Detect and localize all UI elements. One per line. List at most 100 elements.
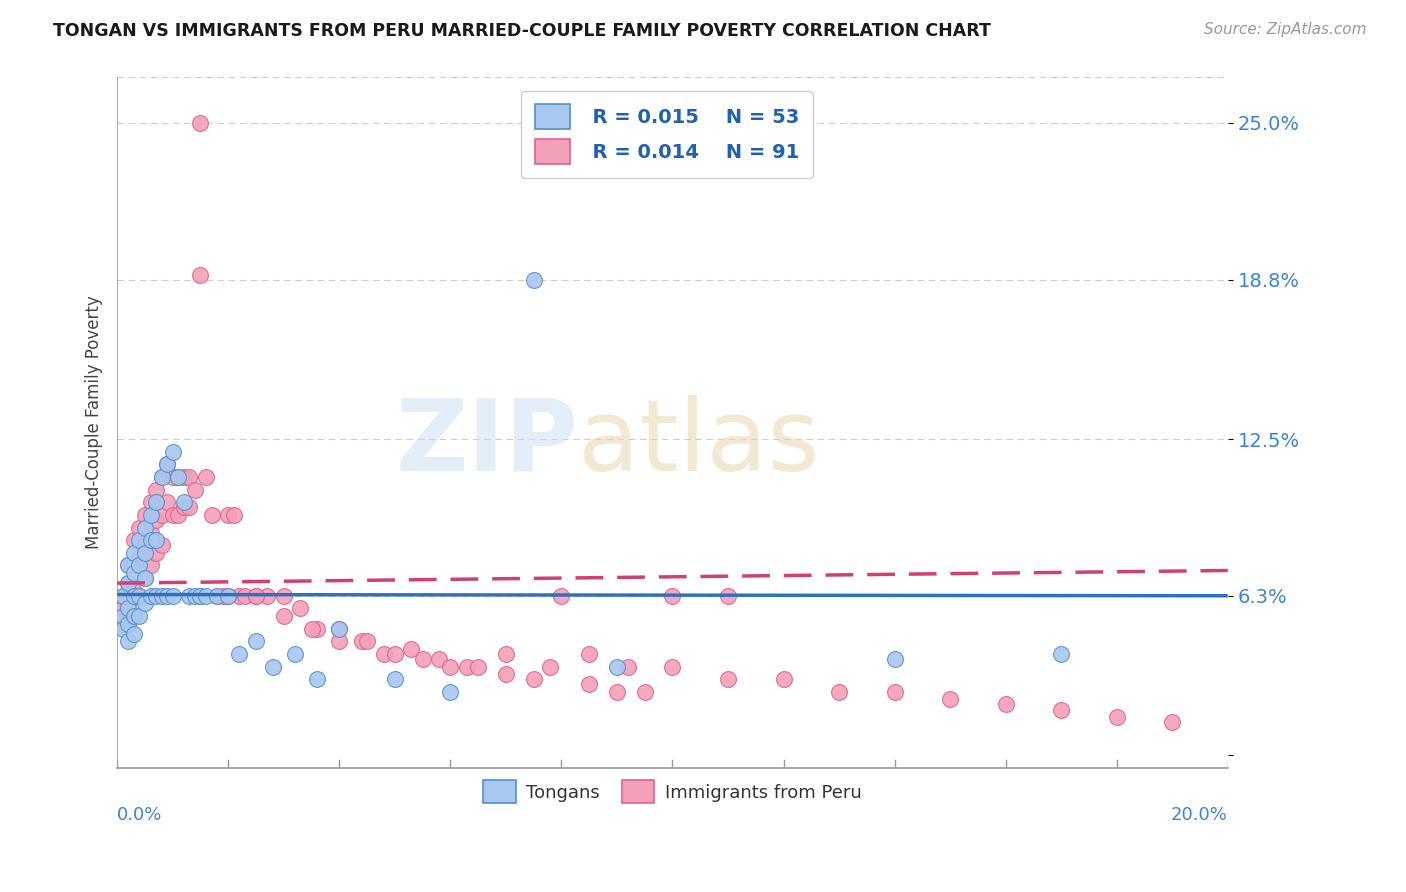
Point (184, 589, 207, 603)
Point (350, 634, 373, 648)
Point (412, 652, 434, 666)
Point (122, 626, 145, 640)
Point (245, 589, 267, 603)
Point (245, 589, 267, 603)
Text: TONGAN VS IMMIGRANTS FROM PERU MARRIED-COUPLE FAMILY POVERTY CORRELATION CHART: TONGAN VS IMMIGRANTS FROM PERU MARRIED-C… (53, 22, 991, 40)
Point (122, 583, 145, 598)
Point (994, 698, 1017, 712)
Point (139, 525, 162, 540)
Text: Source: ZipAtlas.com: Source: ZipAtlas.com (1204, 22, 1367, 37)
Point (167, 470, 190, 484)
Point (128, 520, 150, 534)
Point (111, 622, 134, 636)
Text: atlas: atlas (578, 395, 820, 491)
Point (173, 495, 195, 509)
Point (661, 659, 683, 673)
Point (134, 508, 156, 522)
Point (117, 558, 139, 573)
Point (145, 533, 167, 548)
Point (273, 609, 295, 624)
Point (156, 458, 179, 472)
Point (111, 589, 134, 603)
Point (578, 677, 600, 691)
Point (217, 508, 239, 522)
Point (772, 672, 794, 686)
Point (134, 571, 156, 585)
Point (523, 273, 546, 287)
Point (717, 672, 740, 686)
Point (150, 470, 173, 484)
Point (550, 589, 572, 603)
Point (307, 672, 329, 686)
Point (179, 470, 201, 484)
Point (233, 589, 256, 603)
Point (173, 470, 195, 484)
Point (145, 483, 167, 497)
Point (661, 589, 683, 603)
Point (117, 576, 139, 591)
Point (495, 647, 517, 661)
Point (179, 589, 201, 603)
Point (205, 589, 228, 603)
Point (190, 589, 212, 603)
Point (495, 667, 517, 681)
Point (134, 571, 156, 585)
Point (883, 652, 905, 666)
Point (145, 589, 167, 603)
Point (150, 589, 173, 603)
Text: 0.0%: 0.0% (117, 805, 163, 823)
Point (467, 659, 489, 673)
Point (190, 589, 212, 603)
Point (167, 470, 190, 484)
Point (128, 589, 150, 603)
Point (162, 470, 184, 484)
Point (111, 616, 134, 631)
Point (122, 546, 145, 560)
Point (162, 589, 184, 603)
Point (200, 508, 222, 522)
Point (162, 508, 184, 522)
Point (122, 566, 145, 580)
Point (195, 589, 218, 603)
Point (139, 589, 162, 603)
Point (307, 622, 329, 636)
Point (384, 647, 406, 661)
Point (828, 685, 851, 699)
Point (117, 576, 139, 591)
Point (134, 538, 156, 552)
Legend: Tongans, Immigrants from Peru: Tongans, Immigrants from Peru (475, 772, 869, 811)
Point (290, 601, 312, 615)
Point (117, 616, 139, 631)
Point (122, 533, 145, 548)
Point (150, 538, 173, 552)
Point (284, 647, 307, 661)
Point (128, 589, 150, 603)
Point (145, 513, 167, 527)
Point (111, 601, 134, 615)
Point (262, 659, 284, 673)
Point (427, 652, 450, 666)
Point (117, 634, 139, 648)
Point (195, 470, 218, 484)
Point (228, 589, 250, 603)
Point (139, 495, 162, 509)
Point (139, 558, 162, 573)
Point (128, 550, 150, 565)
Point (1161, 715, 1184, 730)
Point (328, 634, 350, 648)
Point (122, 609, 145, 624)
Point (634, 685, 657, 699)
Point (145, 495, 167, 509)
Point (179, 500, 201, 515)
Point (134, 596, 156, 610)
Point (222, 508, 245, 522)
Point (373, 647, 395, 661)
Point (256, 589, 278, 603)
Point (717, 589, 740, 603)
Point (401, 641, 423, 656)
Point (328, 622, 350, 636)
Point (156, 589, 179, 603)
Point (439, 659, 461, 673)
Point (217, 589, 239, 603)
Point (139, 508, 162, 522)
